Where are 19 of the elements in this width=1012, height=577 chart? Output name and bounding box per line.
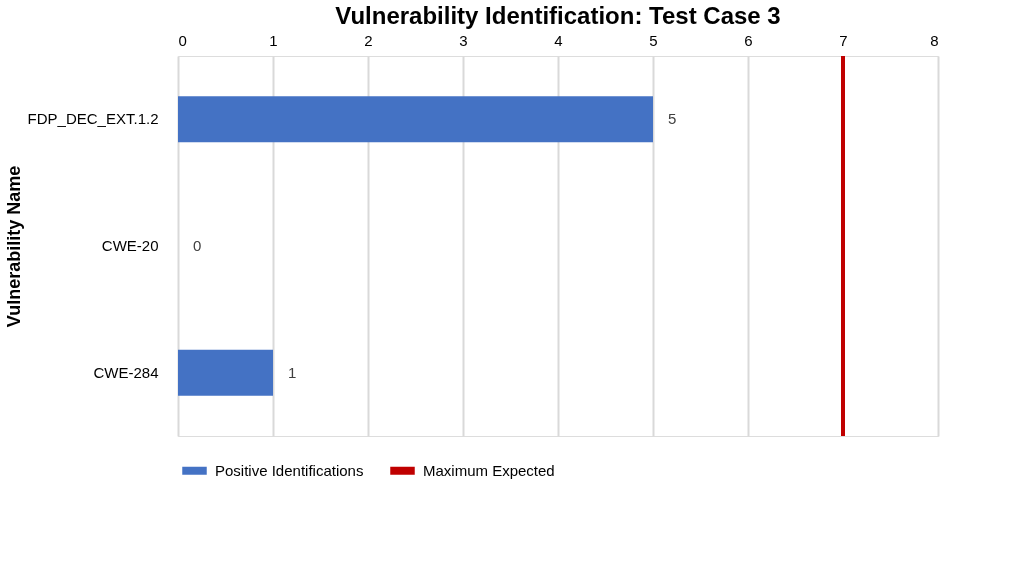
- x-tick-label: 4: [554, 31, 563, 49]
- x-tick-label: 5: [649, 31, 658, 49]
- x-tick-label: 2: [364, 31, 373, 49]
- x-tick-label: 3: [459, 31, 468, 49]
- x-tick-label: 1: [269, 31, 278, 49]
- x-tick-label: 0: [178, 31, 187, 49]
- x-tick-label: 6: [744, 31, 753, 49]
- y-tick-label: CWE-20: [101, 237, 159, 254]
- x-tick-label: 7: [839, 31, 848, 49]
- data-label: 1: [288, 363, 297, 381]
- data-label: 5: [668, 110, 677, 128]
- chart-title: Vulnerability Identification: Test Case 3: [335, 2, 781, 29]
- data-label: 0: [193, 237, 202, 254]
- y-axis-title: Vulnerability Name: [3, 165, 24, 328]
- legend-label: Maximum Expected: [423, 461, 555, 479]
- y-tick-label: CWE-284: [93, 363, 159, 381]
- legend-label: Positive Identifications: [215, 461, 364, 479]
- y-tick-label: FDP_DEC_EXT.1.2: [27, 110, 159, 128]
- x-tick-label: 8: [930, 31, 939, 49]
